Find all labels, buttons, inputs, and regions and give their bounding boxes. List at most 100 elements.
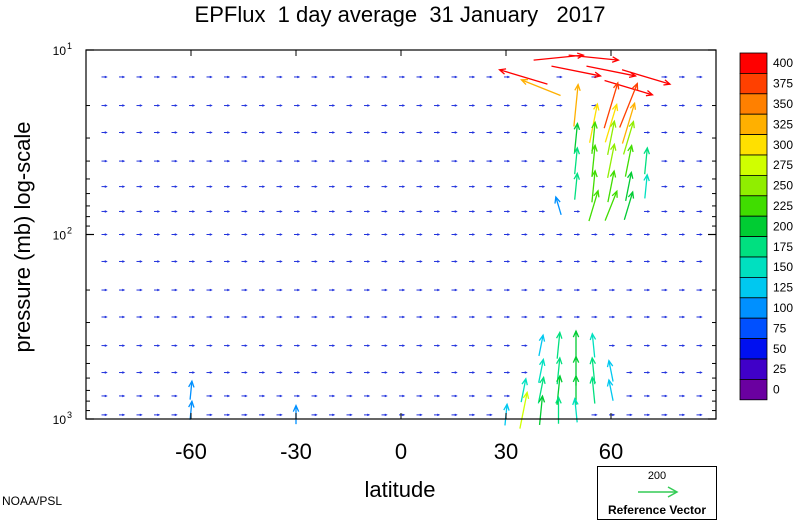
colorbar-swatch [739, 93, 768, 115]
background-arrow [154, 75, 161, 79]
background-arrow [574, 288, 581, 292]
background-arrow [381, 344, 388, 347]
colorbar-swatch [739, 174, 768, 197]
background-arrow [294, 344, 301, 347]
background-arrow [224, 210, 231, 213]
background-arrow [364, 371, 371, 374]
background-arrow [626, 413, 633, 417]
background-arrow [381, 288, 388, 292]
background-arrow [644, 315, 651, 319]
background-arrow [451, 185, 458, 188]
background-arrow [539, 131, 546, 134]
background-arrow [136, 371, 143, 374]
background-arrow [154, 371, 161, 374]
flux-vector [607, 119, 617, 155]
colorbar-label: 225 [773, 199, 793, 213]
background-arrow [154, 210, 161, 213]
background-arrow [364, 413, 371, 417]
background-arrow [119, 288, 126, 292]
background-arrow [136, 394, 143, 398]
background-arrow [171, 131, 178, 134]
flux-vector [498, 68, 548, 85]
background-arrow [644, 104, 651, 107]
background-arrow [399, 315, 406, 319]
background-arrow [276, 75, 283, 79]
background-arrow [556, 131, 563, 134]
x-tick-label: -30 [280, 439, 312, 464]
flux-vector [589, 375, 597, 404]
background-arrow [119, 104, 126, 107]
background-arrow [171, 75, 178, 79]
background-arrow [434, 260, 441, 263]
background-arrow [329, 185, 336, 188]
background-arrow [399, 185, 406, 188]
background-arrow [451, 75, 458, 79]
background-arrow [609, 288, 616, 292]
background-arrow [119, 260, 126, 263]
background-arrow [434, 394, 441, 398]
background-arrow [416, 104, 423, 107]
background-arrow [329, 210, 336, 213]
background-arrow [696, 104, 703, 107]
background-arrow [679, 315, 686, 319]
background-arrow [224, 413, 231, 417]
background-arrow [171, 371, 178, 374]
flux-vector [589, 332, 597, 358]
background-arrow [644, 344, 651, 347]
background-arrow [101, 210, 108, 213]
background-arrow [539, 315, 546, 319]
background-arrow [609, 315, 616, 319]
background-arrow [591, 260, 598, 263]
flux-vector [573, 146, 581, 175]
background-arrow [626, 233, 633, 236]
background-arrow [504, 75, 511, 79]
background-arrow [241, 315, 248, 319]
x-tick-label: -60 [175, 439, 207, 464]
background-arrow [556, 288, 563, 292]
background-arrow [224, 104, 231, 107]
background-arrow [679, 344, 686, 347]
background-arrow [136, 210, 143, 213]
background-arrow [416, 210, 423, 213]
colorbar-swatch [739, 154, 768, 176]
background-arrow [661, 210, 668, 213]
background-arrow [346, 131, 353, 134]
background-arrow [399, 288, 406, 292]
flux-vector [188, 379, 195, 400]
background-arrow [661, 104, 668, 107]
flux-vector [551, 65, 603, 79]
background-arrow [206, 315, 213, 319]
flux-vector [554, 195, 562, 215]
background-arrow [329, 260, 336, 263]
background-arrow [661, 131, 668, 134]
flux-vector [568, 54, 620, 63]
background-arrow [171, 210, 178, 213]
background-arrow [591, 315, 598, 319]
background-arrow [241, 75, 248, 79]
background-arrow [224, 185, 231, 188]
background-arrow [469, 233, 476, 236]
background-arrow [644, 131, 651, 134]
flux-vector [606, 378, 614, 401]
background-arrow [119, 185, 126, 188]
flux-vector [573, 171, 581, 200]
background-arrow [119, 233, 126, 236]
background-arrow [241, 131, 248, 134]
background-arrow [294, 371, 301, 374]
background-arrow [539, 159, 546, 163]
background-arrow [416, 75, 423, 79]
background-arrow [241, 104, 248, 107]
background-arrow [696, 210, 703, 213]
background-arrow [206, 75, 213, 79]
background-arrow [399, 104, 406, 107]
background-arrow [486, 233, 493, 236]
background-arrow [434, 159, 441, 163]
background-arrow [189, 131, 196, 134]
background-arrow [644, 288, 651, 292]
background-arrow [224, 315, 231, 319]
background-arrow [154, 233, 161, 236]
background-arrow [434, 371, 441, 374]
background-arrow [119, 75, 126, 79]
background-arrow [364, 260, 371, 263]
background-arrow [259, 315, 266, 319]
